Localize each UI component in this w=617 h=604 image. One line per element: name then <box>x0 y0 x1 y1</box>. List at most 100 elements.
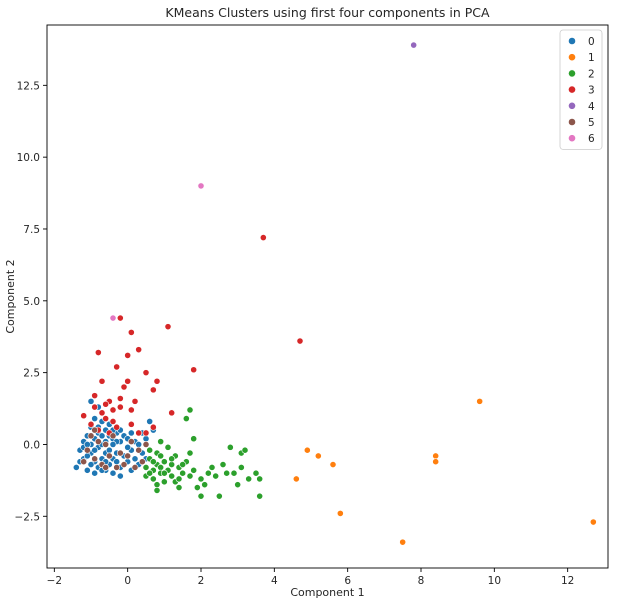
data-point-cluster-2 <box>149 475 157 483</box>
data-point-cluster-2 <box>186 449 194 457</box>
data-point-cluster-3 <box>91 403 99 411</box>
data-point-cluster-3 <box>168 409 176 417</box>
data-point-cluster-2 <box>256 475 264 483</box>
data-point-cluster-2 <box>160 458 168 466</box>
x-tick-label: −2 <box>47 575 62 587</box>
data-point-cluster-5 <box>83 446 91 454</box>
data-point-cluster-0 <box>135 441 143 448</box>
data-point-cluster-5 <box>87 432 95 440</box>
data-point-cluster-5 <box>120 461 128 468</box>
data-point-cluster-0 <box>91 469 99 477</box>
data-point-cluster-2 <box>146 446 154 454</box>
data-point-cluster-3 <box>80 412 88 420</box>
y-tick-label: −2.5 <box>15 511 41 523</box>
y-axis: −2.5 0.0 2.5 5.0 7.5 10.0 12.5 <box>15 80 47 523</box>
data-point-cluster-3 <box>116 314 124 322</box>
data-point-cluster-0 <box>116 472 124 480</box>
data-point-cluster-2 <box>190 435 198 443</box>
data-point-cluster-5 <box>135 446 143 454</box>
data-point-cluster-3 <box>164 323 172 331</box>
data-point-cluster-6 <box>109 314 117 322</box>
legend-marker-0 <box>568 37 576 45</box>
legend-label-1: 1 <box>588 52 595 64</box>
y-tick-label: 5.0 <box>23 296 40 308</box>
data-point-cluster-5 <box>138 458 146 466</box>
data-point-cluster-6 <box>197 182 205 190</box>
data-point-cluster-5 <box>102 464 110 471</box>
legend-label-4: 4 <box>588 101 595 113</box>
data-point-cluster-2 <box>142 464 150 471</box>
data-point-cluster-2 <box>157 464 165 471</box>
data-point-cluster-2 <box>160 478 168 486</box>
data-point-cluster-3 <box>124 351 132 359</box>
data-point-cluster-2 <box>168 472 176 480</box>
data-point-cluster-3 <box>87 420 95 428</box>
data-point-cluster-5 <box>102 441 110 448</box>
data-point-cluster-2 <box>153 481 161 489</box>
data-point-cluster-0 <box>87 461 95 468</box>
data-point-cluster-2 <box>186 406 194 414</box>
data-point-cluster-3 <box>109 418 117 425</box>
y-tick-label: 7.5 <box>23 224 40 236</box>
data-point-cluster-5 <box>131 464 139 471</box>
data-point-cluster-2 <box>168 461 176 468</box>
data-point-cluster-2 <box>149 458 157 466</box>
data-point-cluster-5 <box>80 458 88 466</box>
data-point-cluster-2 <box>230 469 238 477</box>
data-point-cluster-0 <box>105 446 113 454</box>
data-point-cluster-3 <box>296 337 304 345</box>
legend-label-6: 6 <box>588 133 595 145</box>
y-tick-label: 10.0 <box>17 152 40 164</box>
data-point-cluster-2 <box>234 481 242 489</box>
y-axis-label: Component 2 <box>4 259 17 333</box>
data-point-cluster-2 <box>197 475 205 483</box>
data-point-cluster-2 <box>164 443 172 451</box>
data-point-cluster-2 <box>193 484 201 491</box>
x-tick-label: 6 <box>344 575 351 587</box>
data-point-cluster-3 <box>113 363 121 371</box>
data-point-cluster-2 <box>157 438 165 445</box>
data-point-cluster-5 <box>124 452 132 460</box>
data-point-cluster-2 <box>226 443 234 451</box>
legend-marker-1 <box>568 53 576 62</box>
data-point-cluster-0 <box>113 458 121 466</box>
data-point-cluster-3 <box>135 429 143 437</box>
data-point-cluster-3 <box>127 420 135 428</box>
legend-box <box>559 29 603 150</box>
data-point-cluster-2 <box>256 492 264 500</box>
legend: 0 1 2 3 4 5 6 <box>559 29 603 150</box>
data-point-cluster-3 <box>149 423 157 431</box>
data-point-cluster-0 <box>98 432 106 440</box>
data-point-cluster-2 <box>179 469 187 477</box>
data-point-cluster-2 <box>168 455 176 463</box>
data-point-cluster-2 <box>190 466 198 474</box>
data-point-cluster-0 <box>91 415 99 423</box>
data-point-cluster-3 <box>120 383 128 391</box>
data-point-cluster-2 <box>208 464 216 471</box>
data-point-cluster-2 <box>175 475 183 483</box>
data-point-cluster-0 <box>87 397 95 405</box>
data-point-cluster-3 <box>94 349 102 356</box>
data-point-cluster-0 <box>109 469 117 477</box>
legend-marker-4 <box>568 101 576 110</box>
data-point-cluster-0 <box>124 443 132 451</box>
data-point-cluster-2 <box>197 492 205 500</box>
legend-marker-3 <box>568 85 576 94</box>
data-point-cluster-3 <box>135 346 143 354</box>
data-point-cluster-2 <box>204 469 212 477</box>
data-point-cluster-3 <box>116 403 124 411</box>
data-point-cluster-2 <box>175 484 183 491</box>
data-point-cluster-3 <box>142 369 150 377</box>
data-point-cluster-4 <box>410 41 418 49</box>
legend-marker-6 <box>568 134 576 143</box>
y-tick-label: 2.5 <box>23 368 40 380</box>
data-point-cluster-1 <box>476 397 484 405</box>
points-layer <box>72 41 597 546</box>
data-point-cluster-3 <box>91 392 99 400</box>
data-point-cluster-2 <box>237 464 245 471</box>
legend-marker-2 <box>568 69 576 78</box>
data-point-cluster-0 <box>142 435 150 443</box>
data-point-cluster-3 <box>149 386 157 394</box>
data-point-cluster-3 <box>127 329 135 336</box>
